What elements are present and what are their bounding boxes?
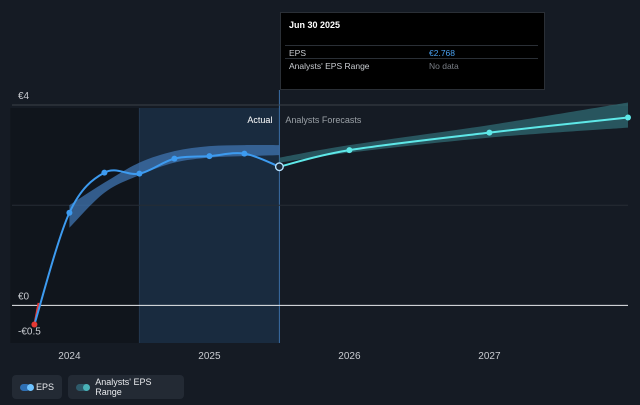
- legend-range-label: Analysts' EPS Range: [95, 377, 152, 397]
- eps-point: [171, 155, 178, 162]
- chart-tooltip: Jun 30 2025 EPS €2.768 Analysts' EPS Ran…: [280, 12, 545, 90]
- y-tick-label: €0: [18, 291, 30, 302]
- range-legend-icon: [76, 383, 91, 391]
- tooltip-range-value: No data: [429, 61, 459, 71]
- tooltip-eps-value: €2.768: [429, 48, 455, 58]
- tooltip-date: Jun 30 2025: [289, 20, 341, 30]
- x-tick-label: 2024: [58, 351, 81, 362]
- eps-point: [136, 170, 143, 177]
- eps-point: [206, 153, 213, 160]
- actual-label: Actual: [247, 115, 272, 125]
- tooltip-eps-row: EPS €2.768: [285, 45, 538, 59]
- x-tick-label: 2026: [338, 351, 361, 362]
- forecast-point: [486, 129, 493, 136]
- x-tick-label: 2027: [478, 351, 501, 362]
- forecast-point: [346, 147, 353, 154]
- past-region: [10, 108, 140, 343]
- legend-eps-label: EPS: [35, 382, 54, 392]
- legend-range-button[interactable]: Analysts' EPS Range: [68, 375, 184, 399]
- eps-point: [66, 209, 73, 216]
- y-tick-label: -€0.5: [18, 326, 41, 337]
- tooltip-eps-label: EPS: [289, 48, 307, 58]
- forecast-point: [625, 114, 631, 121]
- eps-point: [31, 321, 38, 328]
- highlight-region: [139, 108, 280, 343]
- forecast-label: Analysts Forecasts: [285, 115, 362, 125]
- y-tick-label: €4: [18, 91, 30, 102]
- eps-point: [241, 150, 248, 157]
- forecast-line: [279, 116, 629, 168]
- x-tick-label: 2025: [198, 351, 221, 362]
- tooltip-range-label: Analysts' EPS Range: [289, 61, 370, 71]
- legend-eps-button[interactable]: EPS: [12, 375, 62, 399]
- tooltip-range-row: Analysts' EPS Range No data: [285, 58, 538, 72]
- eps-selected-point: [274, 162, 284, 172]
- eps-point: [101, 169, 108, 176]
- eps-legend-icon: [20, 383, 34, 391]
